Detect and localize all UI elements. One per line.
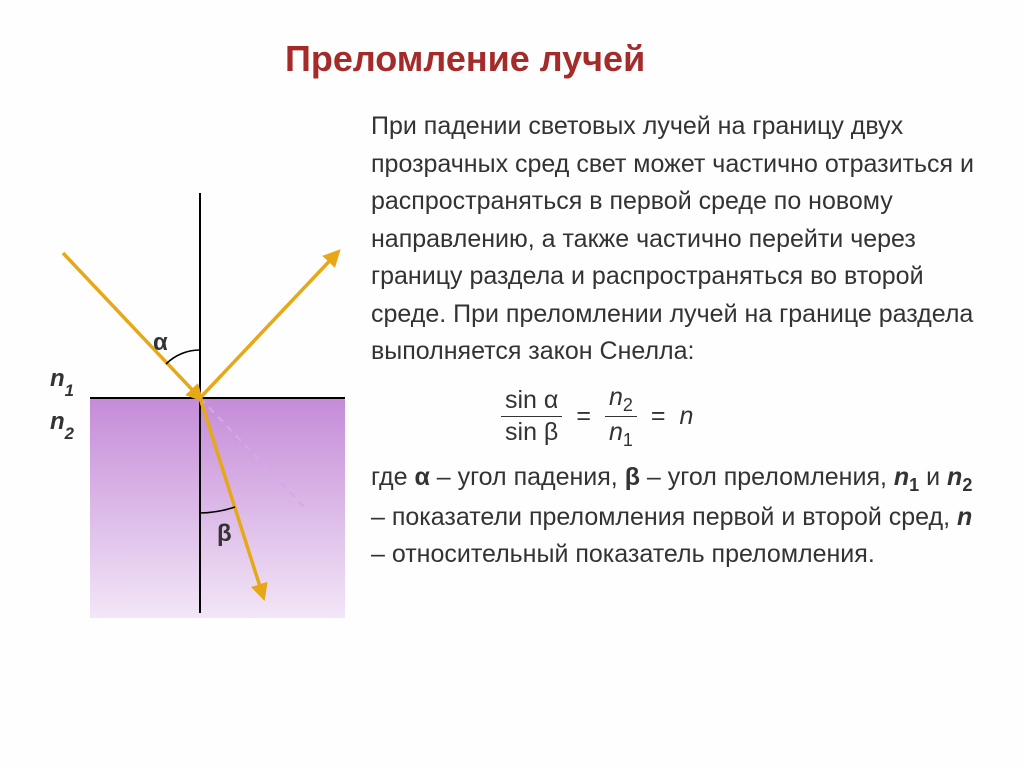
beta-symbol: β xyxy=(625,463,640,491)
n2-symbol: n xyxy=(947,463,962,491)
svg-text:n2: n2 xyxy=(50,408,75,443)
paragraph-1: При падении световых лучей на границу дв… xyxy=(371,108,979,371)
equals-1: = xyxy=(576,402,591,431)
n2-sub: 2 xyxy=(623,395,633,415)
n1-symbol: n xyxy=(894,463,909,491)
n2-sym: n xyxy=(609,383,623,411)
equals-2: = xyxy=(651,402,666,431)
n-desc: – относительный показатель преломления. xyxy=(371,540,875,568)
and-text: и xyxy=(919,463,947,491)
frac-n-den: n1 xyxy=(605,416,637,451)
content-row: αβn1n2 При падении световых лучей на гра… xyxy=(45,108,979,633)
diagram-svg: α β n1 n2 xyxy=(45,158,345,628)
n-symbol: n xyxy=(957,503,972,531)
where-paragraph: где α – угол падения, β – угол преломлен… xyxy=(371,459,979,574)
n12-desc: – показатели преломления первой и второй… xyxy=(371,503,957,531)
beta-desc: – угол преломления, xyxy=(640,463,894,491)
n1-sub: 1 xyxy=(623,430,633,450)
frac-sin: sin α sin β xyxy=(501,386,562,447)
n1-sym: n xyxy=(609,418,623,446)
slide: Преломление лучей αβn1n2 При падении све… xyxy=(0,0,1024,768)
frac-n-num: n2 xyxy=(605,383,637,417)
frac-sin-den: sin β xyxy=(501,416,562,447)
frac-sin-num: sin α xyxy=(501,386,562,416)
svg-text:α: α xyxy=(153,329,168,356)
svg-text:n1: n1 xyxy=(50,365,74,400)
n2-sub-text: 2 xyxy=(962,475,972,495)
refraction-diagram: α β n1 n2 xyxy=(45,158,345,633)
n-rel: n xyxy=(680,402,694,431)
snell-formula: sin α sin β = n2 n1 = n xyxy=(501,383,979,451)
svg-text:β: β xyxy=(217,520,232,547)
text-column: При падении световых лучей на границу дв… xyxy=(371,108,979,574)
n1-sub-text: 1 xyxy=(909,475,919,495)
slide-title: Преломление лучей xyxy=(285,38,979,80)
alpha-desc: – угол падения, xyxy=(430,463,625,491)
alpha-symbol: α xyxy=(414,463,429,491)
where-prefix: где xyxy=(371,463,414,491)
frac-n: n2 n1 xyxy=(605,383,637,451)
